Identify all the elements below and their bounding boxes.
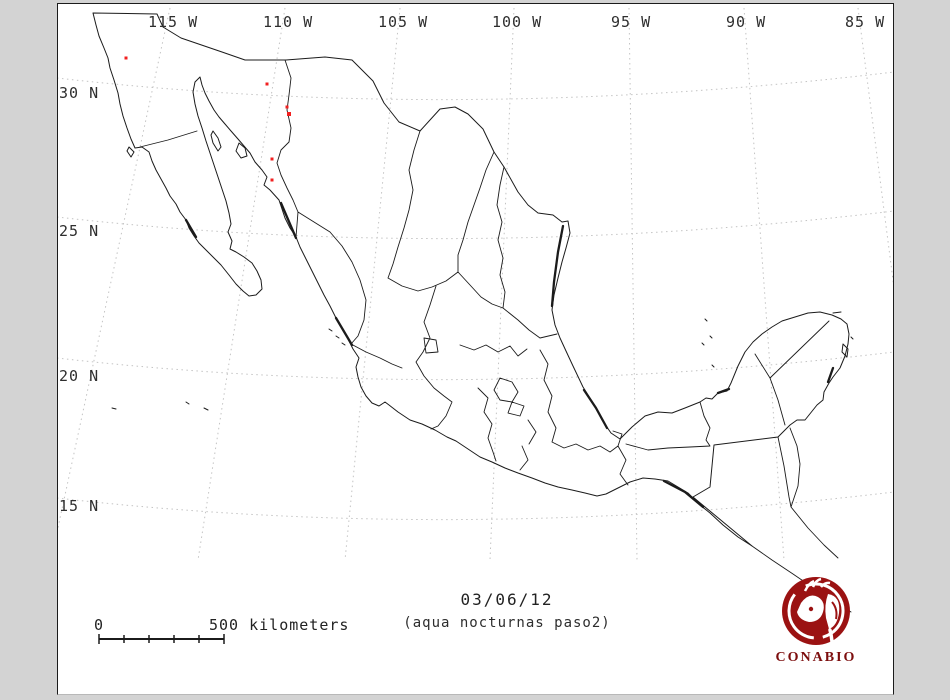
lon-label-110w: 110 W <box>263 13 314 31</box>
lon-label-95w: 95 W <box>611 13 652 31</box>
scalebar-zero-label: 0 <box>94 616 104 634</box>
graticule-grid <box>58 7 893 561</box>
conabio-wordmark: CONABIO <box>775 650 857 665</box>
logo-tail-glyph <box>828 628 834 654</box>
lon-label-115w: 115 W <box>148 13 199 31</box>
lat-label-15n: 15 N <box>59 497 100 515</box>
gulf-islands <box>111 130 854 411</box>
fire-dot <box>270 178 274 182</box>
fire-detection-dots <box>124 56 291 182</box>
lon-label-90w: 90 W <box>726 13 767 31</box>
lat-label-25n: 25 N <box>59 222 100 240</box>
state-boundaries <box>139 59 830 486</box>
lon-label-100w: 100 W <box>492 13 543 31</box>
fire-dot <box>124 56 128 60</box>
logo-parrot-glyph <box>825 594 840 629</box>
conabio-logo <box>782 577 850 654</box>
scalebar-distance-label: 500 kilometers <box>209 616 350 634</box>
fire-dot <box>270 157 274 161</box>
mexico-outline <box>92 12 854 613</box>
fire-dot <box>285 105 289 109</box>
logo-headdress-glyph <box>803 577 831 592</box>
map-caption: (aqua nocturnas paso2) <box>403 615 611 631</box>
coastal-lagoon-accents <box>184 201 835 509</box>
fire-dot <box>265 82 269 86</box>
lat-label-20n: 20 N <box>59 367 100 385</box>
fire-dot <box>287 112 291 116</box>
map-date: 03/06/12 <box>460 590 554 609</box>
lat-label-30n: 30 N <box>59 84 100 102</box>
lon-label-105w: 105 W <box>378 13 429 31</box>
lon-label-85w: 85 W <box>845 13 886 31</box>
scale-bar <box>98 634 225 644</box>
